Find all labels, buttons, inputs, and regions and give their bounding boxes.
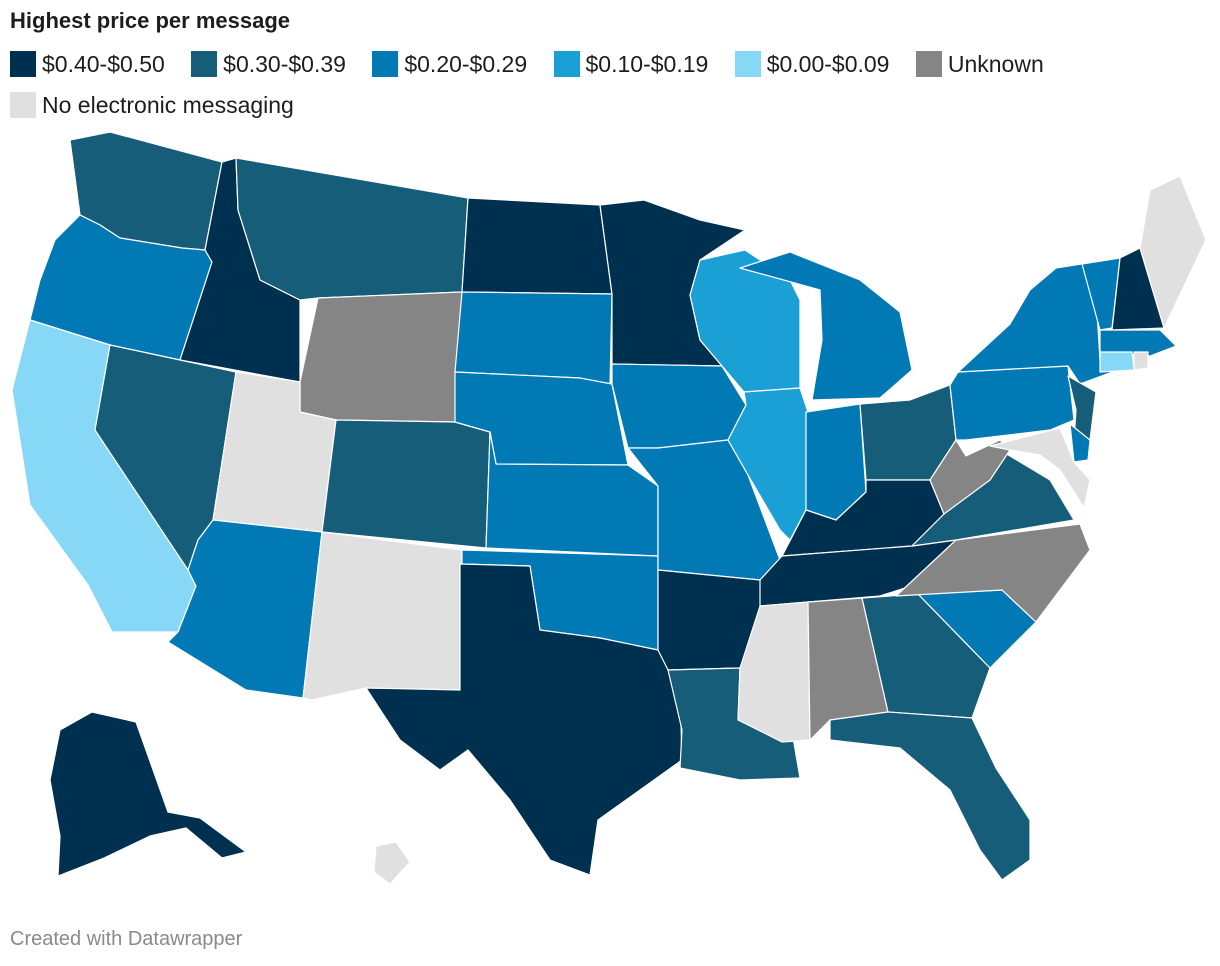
legend-swatch: [10, 92, 36, 118]
legend-item: Unknown: [915, 46, 1044, 82]
legend-label: $0.40-$0.50: [42, 51, 165, 77]
state-md[interactable]: [989, 427, 1091, 509]
state-me[interactable]: [1139, 175, 1207, 329]
state-nd[interactable]: [461, 197, 613, 295]
state-il[interactable]: [727, 387, 809, 541]
legend-label: $0.00-$0.09: [766, 51, 890, 77]
state-hi[interactable]: [373, 841, 411, 885]
legend-item: $0.30-$0.39: [191, 46, 346, 82]
legend-item: $0.20-$0.29: [372, 46, 527, 82]
us-choropleth-map: [11, 131, 1207, 885]
state-co[interactable]: [321, 419, 491, 549]
state-tx[interactable]: [365, 563, 683, 876]
legend-item: No electronic messaging: [10, 87, 294, 123]
state-mi[interactable]: [739, 251, 913, 401]
legend-item: $0.00-$0.09: [734, 46, 890, 82]
state-ia[interactable]: [611, 363, 747, 449]
state-ma[interactable]: [1099, 329, 1177, 357]
map-title: Highest price per message: [10, 8, 291, 33]
legend-label: No electronic messaging: [42, 92, 294, 118]
legend-item: $0.10-$0.19: [553, 46, 709, 82]
legend: $0.40-$0.50 $0.30-$0.39 $0.20-$0.29 $0.1…: [10, 46, 1210, 128]
state-mt[interactable]: [235, 157, 469, 301]
state-wy[interactable]: [299, 291, 463, 423]
state-ri[interactable]: [1133, 351, 1149, 371]
state-nm[interactable]: [302, 531, 463, 701]
legend-swatch: [734, 51, 761, 77]
legend-swatch: [915, 51, 942, 77]
legend-item: $0.40-$0.50: [10, 46, 165, 82]
legend-swatch: [10, 51, 36, 77]
state-nc[interactable]: [895, 523, 1091, 623]
legend-label: $0.10-$0.19: [585, 51, 709, 77]
legend-label: $0.20-$0.29: [404, 51, 528, 77]
state-fl[interactable]: [829, 711, 1031, 881]
legend-swatch: [372, 51, 399, 77]
state-ak[interactable]: [49, 711, 247, 877]
datawrapper-credit: Created with Datawrapper: [10, 928, 243, 950]
legend-label: Unknown: [947, 51, 1044, 77]
state-ct[interactable]: [1099, 351, 1135, 373]
legend-label: $0.30-$0.39: [223, 51, 346, 77]
legend-swatch: [553, 51, 580, 77]
state-sd[interactable]: [454, 291, 613, 387]
legend-swatch: [191, 51, 218, 77]
state-de[interactable]: [1069, 423, 1091, 463]
